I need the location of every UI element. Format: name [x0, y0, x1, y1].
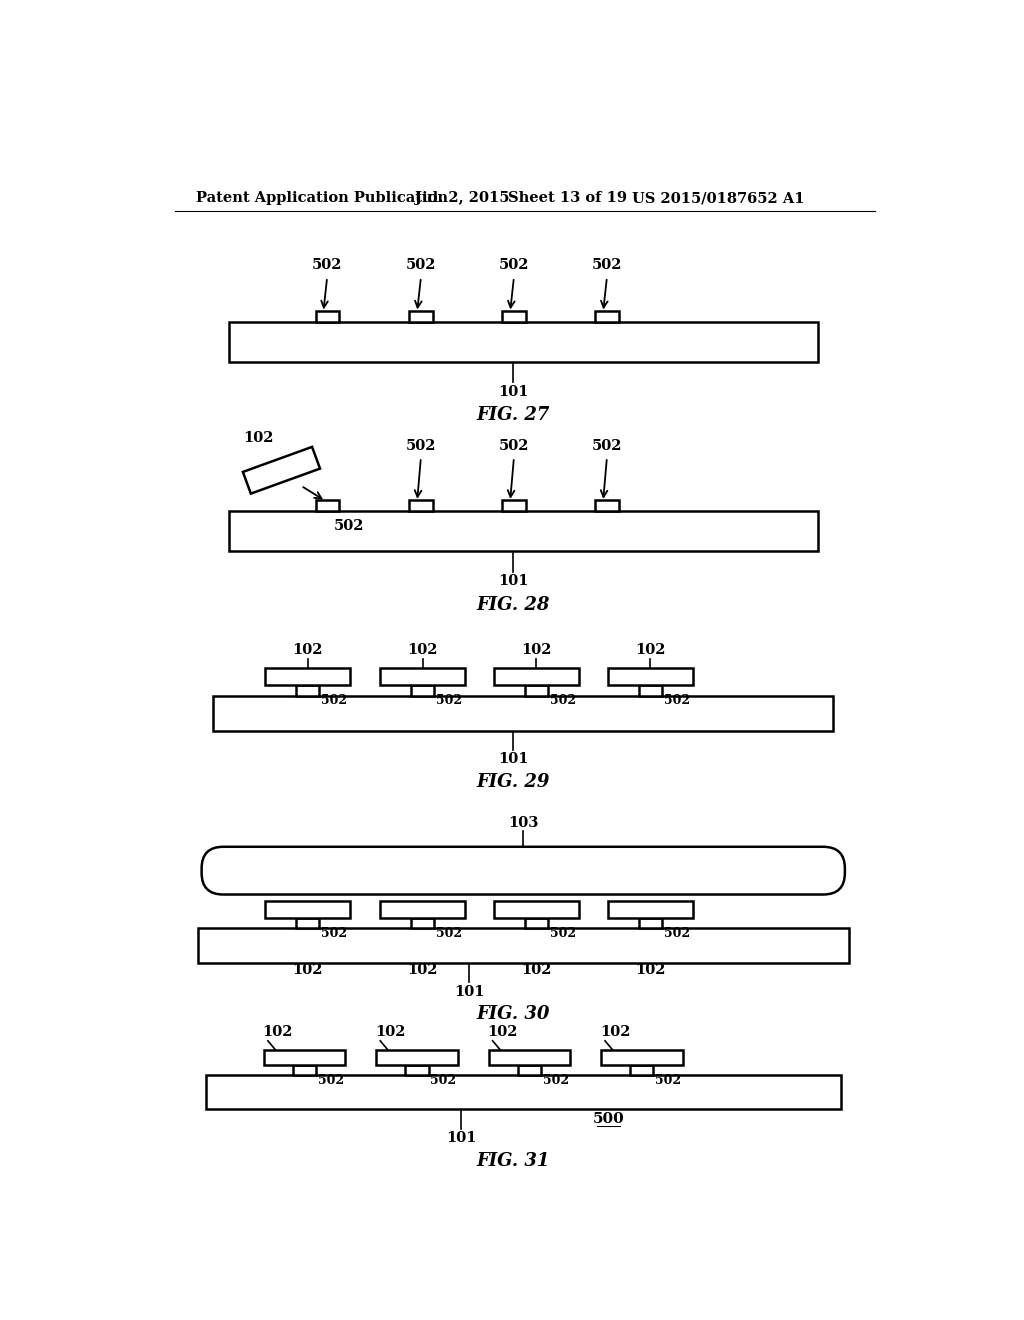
Bar	[243, 447, 321, 494]
Text: 102: 102	[408, 962, 437, 977]
Bar	[380, 900, 465, 917]
Bar	[380, 668, 465, 685]
Text: 502: 502	[655, 1074, 681, 1086]
Text: 502: 502	[592, 259, 623, 272]
Text: 101: 101	[498, 385, 528, 399]
Bar	[315, 312, 339, 322]
Text: 102: 102	[293, 643, 323, 656]
Bar	[228, 511, 818, 552]
Bar	[296, 917, 319, 928]
Bar	[213, 696, 834, 730]
Bar	[639, 917, 662, 928]
Bar	[595, 500, 618, 511]
Bar	[494, 668, 579, 685]
Bar	[206, 1074, 841, 1109]
Text: 502: 502	[435, 927, 462, 940]
Text: 102: 102	[408, 643, 437, 656]
Bar	[488, 1051, 570, 1065]
Text: 502: 502	[550, 694, 575, 708]
Bar	[601, 1051, 683, 1065]
Bar	[265, 900, 350, 917]
Bar	[639, 685, 662, 696]
Bar	[315, 500, 339, 511]
Text: 502: 502	[664, 927, 689, 940]
Text: 101: 101	[498, 574, 528, 589]
Text: 101: 101	[454, 985, 484, 999]
Text: 502: 502	[321, 694, 347, 708]
Bar	[377, 1051, 458, 1065]
Text: 502: 502	[334, 520, 364, 533]
Text: 502: 502	[430, 1074, 457, 1086]
Text: 102: 102	[521, 643, 552, 656]
Text: 502: 502	[550, 927, 575, 940]
Text: 502: 502	[317, 1074, 344, 1086]
Text: 502: 502	[406, 259, 436, 272]
Text: 502: 502	[312, 259, 342, 272]
FancyBboxPatch shape	[202, 847, 845, 895]
Text: Sheet 13 of 19: Sheet 13 of 19	[508, 191, 627, 206]
Bar	[503, 312, 525, 322]
Text: 500: 500	[593, 1113, 625, 1126]
Text: 102: 102	[635, 643, 666, 656]
Text: 502: 502	[499, 438, 529, 453]
Bar	[411, 917, 434, 928]
Bar	[630, 1065, 653, 1074]
Text: 102: 102	[263, 1024, 293, 1039]
Bar	[410, 500, 432, 511]
Text: 102: 102	[375, 1024, 406, 1039]
Text: Patent Application Publication: Patent Application Publication	[197, 191, 449, 206]
Text: 502: 502	[321, 927, 347, 940]
Bar	[607, 900, 693, 917]
Text: 101: 101	[498, 752, 528, 766]
Bar	[410, 312, 432, 322]
Text: 102: 102	[635, 962, 666, 977]
Text: FIG. 30: FIG. 30	[476, 1006, 550, 1023]
Text: 502: 502	[435, 694, 462, 708]
Text: 502: 502	[592, 438, 623, 453]
Bar	[518, 1065, 541, 1074]
Text: 101: 101	[446, 1131, 476, 1144]
Text: 103: 103	[508, 816, 539, 830]
Bar	[494, 900, 579, 917]
Text: 102: 102	[600, 1024, 631, 1039]
Text: FIG. 31: FIG. 31	[476, 1151, 550, 1170]
Text: 502: 502	[499, 259, 529, 272]
Bar	[524, 917, 548, 928]
Bar	[265, 668, 350, 685]
Text: Jul. 2, 2015: Jul. 2, 2015	[415, 191, 509, 206]
Text: US 2015/0187652 A1: US 2015/0187652 A1	[632, 191, 804, 206]
Text: FIG. 29: FIG. 29	[476, 774, 550, 791]
Bar	[607, 668, 693, 685]
Text: FIG. 28: FIG. 28	[476, 595, 550, 614]
Bar	[503, 500, 525, 511]
Bar	[406, 1065, 429, 1074]
Text: 102: 102	[243, 430, 273, 445]
Text: 102: 102	[293, 962, 323, 977]
Text: 502: 502	[543, 1074, 568, 1086]
Bar	[411, 685, 434, 696]
Bar	[296, 685, 319, 696]
Text: 502: 502	[406, 438, 436, 453]
Bar	[198, 928, 849, 964]
Bar	[595, 312, 618, 322]
Text: 102: 102	[521, 962, 552, 977]
Text: 502: 502	[664, 694, 689, 708]
Bar	[293, 1065, 316, 1074]
Text: 102: 102	[487, 1024, 518, 1039]
Bar	[228, 322, 818, 362]
Bar	[264, 1051, 345, 1065]
Bar	[524, 685, 548, 696]
Text: FIG. 27: FIG. 27	[476, 407, 550, 424]
